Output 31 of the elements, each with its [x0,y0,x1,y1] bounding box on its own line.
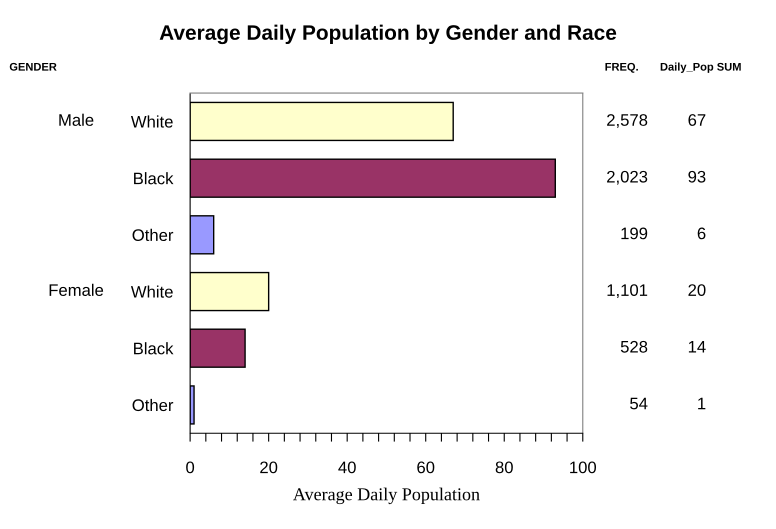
text: 199 [621,228,648,240]
y-tick-label: Black [134,172,174,184]
x-tick-label: 100 [570,461,596,474]
x-axis-title: Average Daily Population [293,488,480,504]
y-tick-label: Other [132,228,174,242]
data-label: 14 [688,341,706,353]
x-tick-label: 60 [417,461,434,474]
text: Male [59,114,94,126]
text: FREQ. [605,62,638,73]
text: GENDER [10,62,57,71]
y-tick-label: Black [134,342,174,354]
text: Daily_Pop SUM [660,62,741,73]
y-tick-label: Other [132,398,174,412]
x-tick-label: 0 [186,461,194,474]
data-label: 67 [688,114,706,126]
text: 2,023 [607,170,648,185]
y-tick-label: White [130,115,173,128]
text: 54 [630,398,648,410]
chart-title: Average Daily Population by Gender and Race [160,24,616,44]
y-tick-label: White [130,285,173,298]
text: 2,578 [607,114,648,128]
data-label: 1 [698,398,706,410]
x-tick-label: 20 [260,461,278,474]
text: 1,101 [608,284,648,298]
data-label: 6 [698,228,706,240]
data-label: 20 [688,284,706,296]
text: 528 [620,340,648,353]
x-tick-label: 40 [338,461,356,474]
data-label: 93 [688,170,706,183]
text: Female [50,284,104,296]
x-tick-label: 80 [496,461,513,474]
